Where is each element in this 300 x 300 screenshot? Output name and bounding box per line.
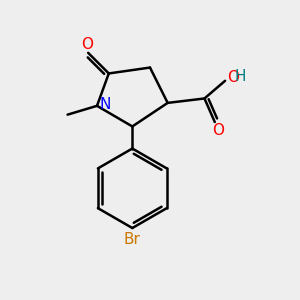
Text: N: N	[99, 97, 111, 112]
Text: O: O	[227, 70, 239, 86]
Text: O: O	[212, 123, 224, 138]
Text: Br: Br	[124, 232, 141, 247]
Text: O: O	[81, 37, 93, 52]
Text: H: H	[234, 69, 246, 84]
